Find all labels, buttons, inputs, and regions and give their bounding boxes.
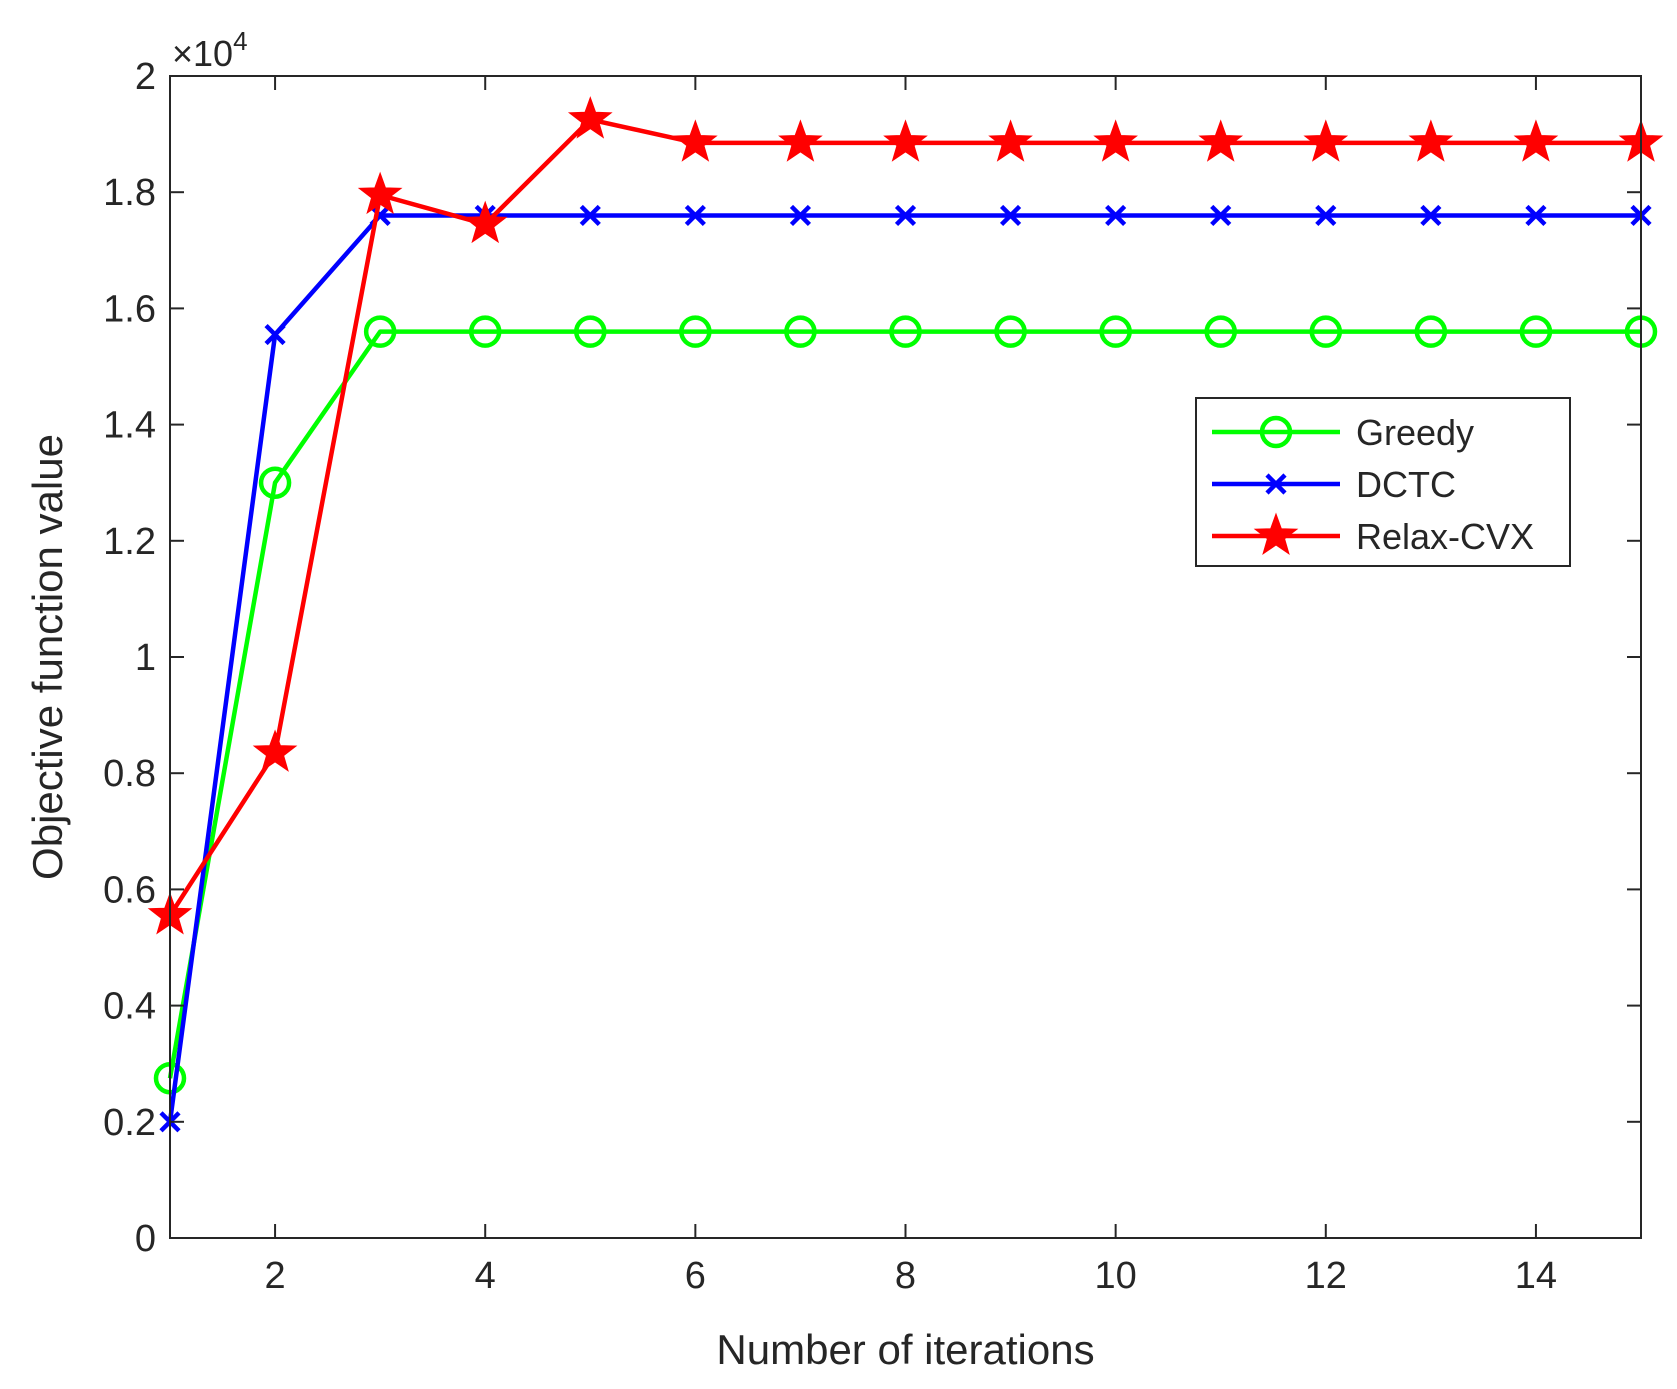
series-line <box>167 329 1641 1079</box>
x-marker-stroke <box>684 204 706 227</box>
data-point <box>1414 315 1448 348</box>
x-tick-label: 14 <box>1515 1255 1557 1297</box>
plot-background <box>170 76 1641 1238</box>
x-marker-stroke <box>999 204 1022 227</box>
x-marker-stroke <box>264 323 286 346</box>
data-point <box>679 315 712 348</box>
data-point <box>1315 204 1337 227</box>
legend-label: DCTC <box>1356 464 1456 505</box>
y-axis-label: Objective function value <box>24 434 71 880</box>
data-point <box>1525 204 1547 227</box>
data-point <box>673 119 718 162</box>
legend-marker <box>1259 415 1293 449</box>
x-marker-stroke <box>1105 204 1127 227</box>
data-point <box>357 171 403 215</box>
series-greedy <box>153 315 1658 1095</box>
y-tick-label: 1 <box>135 637 156 679</box>
x-tick-label: 8 <box>895 1255 916 1297</box>
data-point <box>1408 119 1454 162</box>
x-tick-label: 12 <box>1305 1255 1347 1297</box>
legend-item: DCTC <box>1212 464 1456 505</box>
data-point <box>684 204 706 227</box>
y-tick-label: 1.6 <box>103 288 156 330</box>
data-point <box>462 200 508 244</box>
data-point <box>1420 204 1442 227</box>
data-point <box>1198 119 1244 162</box>
y-tick-label: 0 <box>135 1218 156 1260</box>
exponent-power: 4 <box>233 26 247 56</box>
x-marker-stroke <box>1315 204 1337 227</box>
series-relax-cvx <box>147 96 1664 935</box>
legend-label: Greedy <box>1356 412 1474 453</box>
data-point <box>778 119 823 162</box>
data-point <box>579 204 601 227</box>
y-tick-label: 0.6 <box>103 869 156 911</box>
data-point <box>252 729 298 772</box>
data-point <box>1099 315 1132 348</box>
x-tick-label: 10 <box>1095 1255 1137 1297</box>
legend-item: Relax-CVX <box>1212 512 1534 557</box>
data-point <box>1309 315 1343 348</box>
legend-item: Greedy <box>1212 412 1474 453</box>
plot-area <box>170 76 1641 1238</box>
data-point <box>883 119 928 162</box>
y-tick-label: 0.8 <box>103 753 156 795</box>
x-tick-label: 6 <box>685 1255 706 1297</box>
y-tick-label: 2 <box>135 56 156 98</box>
y-tick-label: 1.4 <box>103 405 156 447</box>
x-axis-label: Number of iterations <box>716 1326 1094 1373</box>
axes-layer: 2 4 6 8 10 12 14 0 0.2 0.4 0.6 0.8 1 1.2 1.4 1.6 1.8 2 <box>103 56 1642 1297</box>
legend-marker <box>1265 473 1287 495</box>
y-tick-label: 0.4 <box>103 986 156 1028</box>
data-point <box>1093 119 1138 162</box>
data-point <box>363 315 397 348</box>
x-tick-label: 4 <box>475 1255 496 1297</box>
data-point <box>264 323 286 346</box>
y-tick-label: 1.2 <box>103 521 156 563</box>
data-point <box>988 119 1033 162</box>
data-point <box>1210 204 1232 227</box>
data-point <box>1105 204 1127 227</box>
data-point <box>574 315 607 348</box>
data-point <box>784 315 817 348</box>
data-point <box>1303 119 1349 162</box>
data-point <box>889 315 922 348</box>
data-point <box>894 204 917 227</box>
data-point <box>468 315 502 348</box>
data-point <box>789 204 812 227</box>
x-marker-stroke <box>1525 204 1547 227</box>
y-axis-exponent: ×104 <box>172 26 248 74</box>
y-tick-label: 0.2 <box>103 1102 156 1144</box>
series-layer <box>147 96 1664 1133</box>
y-tick-label: 1.8 <box>103 172 156 214</box>
x-marker-stroke <box>1265 473 1287 495</box>
x-marker-stroke <box>894 204 917 227</box>
x-marker-stroke <box>579 204 601 227</box>
exponent-base: ×10 <box>172 33 233 74</box>
data-point <box>1519 315 1553 348</box>
x-tick-label: 2 <box>265 1255 286 1297</box>
data-point <box>567 96 613 139</box>
axes-box <box>169 75 1642 1239</box>
x-marker-stroke <box>789 204 812 227</box>
data-point <box>1204 315 1237 348</box>
legend: Greedy DCTC Relax-CVX <box>1195 397 1571 567</box>
data-point <box>999 204 1022 227</box>
legend-marker <box>1253 512 1299 555</box>
legend-label: Relax-CVX <box>1356 516 1534 557</box>
data-point <box>258 466 292 499</box>
x-marker-stroke <box>1420 204 1442 227</box>
x-marker-stroke <box>1210 204 1232 227</box>
data-point <box>994 315 1027 348</box>
data-point <box>1513 119 1559 162</box>
